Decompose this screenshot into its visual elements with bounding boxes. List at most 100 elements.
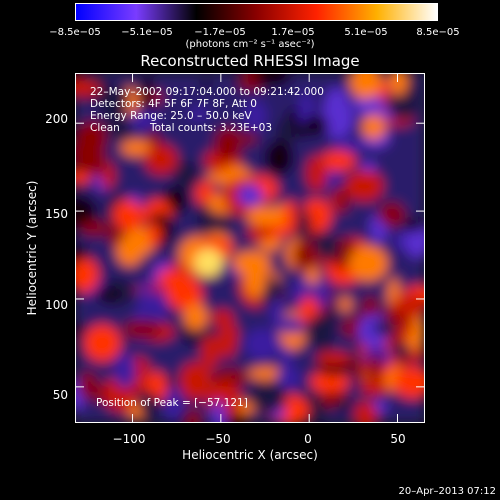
heatmap-blob [139,279,152,315]
heatmap-blob [212,399,226,422]
heatmap-blob [320,150,356,172]
heatmap-blob [244,328,280,360]
y-tick-label: 100 [45,298,68,312]
heatmap-blob [337,185,350,214]
heatmap-blob [334,399,352,413]
heatmap-blob [348,245,388,282]
heatmap-blob [76,136,106,173]
x-axis-label: Heliocentric X (arcsec) [182,448,318,462]
heatmap-blob [144,143,178,175]
heatmap-blob [392,294,424,318]
heatmap-blob [194,182,212,206]
time-range-label: 22–May–2002 09:17:04.000 to 09:21:42.000 [90,86,324,98]
heatmap-blob [378,202,406,228]
heatmap-blob [304,115,329,136]
heatmap-blob [345,169,384,202]
heatmap-blob [76,244,89,262]
heatmap-blob [116,236,143,267]
heatmap-blob [127,111,159,130]
energy-range-label: Energy Range: 25.0 – 50.0 keV [90,110,252,122]
heatmap-blob [95,287,121,303]
heatmap-blob [315,351,352,366]
heatmap-blob [76,257,99,293]
heatmap-blob [244,100,267,131]
heatmap-blob [361,114,386,140]
colorbar-tick-label: −5.1e−05 [121,27,173,38]
colorbar-unit: (photons cm⁻² s⁻¹ asec⁻²) [185,39,315,50]
heatmap-blob [140,391,159,422]
colorbar-tick-label: −8.5e−05 [49,27,101,38]
colorbar-tick-label: 1.7e−05 [271,27,315,38]
peak-position-label: Position of Peak = [−57,121] [96,397,248,409]
heatmap-blob [189,107,209,121]
heatmap-blob [198,78,214,91]
heatmap-blob [264,140,294,176]
heatmap-blob [237,184,263,207]
heatmap-blob [248,381,288,413]
heatmap-blob [244,262,266,299]
heatmap-blob [304,314,336,350]
plot-area: 22–May–2002 09:17:04.000 to 09:21:42.000… [75,73,425,423]
y-tick-label: 150 [45,207,68,221]
heatmap-blob [151,289,168,323]
peak-marker [194,248,223,277]
detectors-label: Detectors: 4F 5F 6F 7F 8F, Att 0 [90,98,257,110]
x-tick-label: −50 [205,432,231,446]
heatmap-blob [253,74,292,88]
algorithm-label: Clean [90,122,120,134]
heatmap-blob [164,385,183,422]
heatmap-blob [107,86,130,108]
heatmap-blob [314,235,340,260]
heatmap-blob [325,87,349,122]
y-tick-label: 200 [45,112,68,126]
x-tick-label: 50 [390,432,406,446]
heatmap-blob [157,269,179,285]
heatmap-blob [120,139,152,157]
heatmap-blob [78,370,98,400]
total-counts-label: Total counts: 3.23E+03 [150,122,273,134]
heatmap-blob [241,132,257,145]
chart-title: Reconstructed RHESSI Image [140,52,360,70]
heatmap-blob [183,302,208,331]
heatmap-blob [246,205,279,227]
heatmap-blob [217,321,237,359]
heatmap-blob [272,316,310,334]
heatmap-blob [352,359,365,382]
x-tick-label: 0 [304,432,312,446]
heatmap-blob [367,354,383,381]
heatmap-blob [360,377,388,397]
heatmap-blob [389,74,408,96]
heatmap-blob [83,324,121,362]
heatmap-blob [174,160,199,190]
heatmap-blob [79,220,110,237]
y-axis-label: Heliocentric Y (arcsec) [25,180,39,316]
heatmap-blob [305,266,320,285]
heatmap-blob [372,321,399,335]
heatmap-blob [246,225,272,241]
y-tick-label: 50 [52,388,68,402]
heatmap-blob [113,352,137,389]
heatmap-blob [387,88,420,120]
heatmap-blob [76,79,101,97]
heatmap-blob [354,400,378,422]
heatmap-blob [393,366,424,399]
heatmap-blob [309,369,350,394]
heatmap-blob [230,74,246,82]
heatmap-blob [107,116,133,140]
heatmap-blob [140,74,155,112]
heatmap-blob [148,222,162,246]
generation-date: 20–Apr–2013 07:12 [398,486,496,497]
heatmap-blob [112,199,143,231]
x-tick-label: −100 [112,432,146,446]
heatmap-blob [214,126,243,161]
heatmap-blob [283,199,297,235]
heatmap-blob [338,296,352,313]
heatmap-blob [332,138,368,154]
colorbar-tick-label: 5.1e−05 [344,27,388,38]
heatmap-blob [349,74,382,100]
heatmap-blob [200,334,220,370]
colorbar-tick-label: 8.5e−05 [416,27,460,38]
heatmap-blob [293,239,320,273]
heatmap-image [76,74,424,422]
heatmap-blob [122,320,162,340]
